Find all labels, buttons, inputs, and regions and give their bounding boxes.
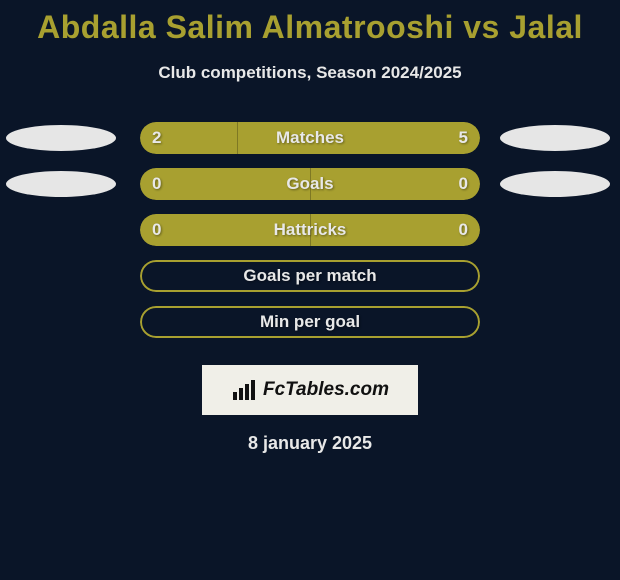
stat-pill: 00Goals [140, 168, 480, 200]
stat-row: Min per goal [0, 299, 620, 345]
stat-pill: 00Hattricks [140, 214, 480, 246]
flag-left [6, 171, 116, 197]
stat-pill: Goals per match [140, 260, 480, 292]
logo-box: FcTables.com [202, 365, 418, 415]
flag-right [500, 125, 610, 151]
stat-pill: 25Matches [140, 122, 480, 154]
stat-row: 00Goals [0, 161, 620, 207]
stat-label: Goals per match [140, 266, 480, 286]
stat-label: Min per goal [140, 312, 480, 332]
flag-left [6, 125, 116, 151]
date-text: 8 january 2025 [0, 433, 620, 454]
stat-pill: Min per goal [140, 306, 480, 338]
page-title: Abdalla Salim Almatrooshi vs Jalal [0, 10, 620, 45]
logo-bars-icon [231, 378, 259, 402]
flag-right [500, 171, 610, 197]
stat-row: 00Hattricks [0, 207, 620, 253]
subtitle: Club competitions, Season 2024/2025 [0, 63, 620, 83]
stat-row: Goals per match [0, 253, 620, 299]
stats-card: Abdalla Salim Almatrooshi vs Jalal Club … [0, 0, 620, 580]
stats-rows: 25Matches 00Goals 00Hattricks Goals per mat… [0, 115, 620, 345]
stat-label: Goals [140, 174, 480, 194]
logo-text: FcTables.com [263, 379, 389, 401]
stat-label: Matches [140, 128, 480, 148]
stat-row: 25Matches [0, 115, 620, 161]
stat-label: Hattricks [140, 220, 480, 240]
